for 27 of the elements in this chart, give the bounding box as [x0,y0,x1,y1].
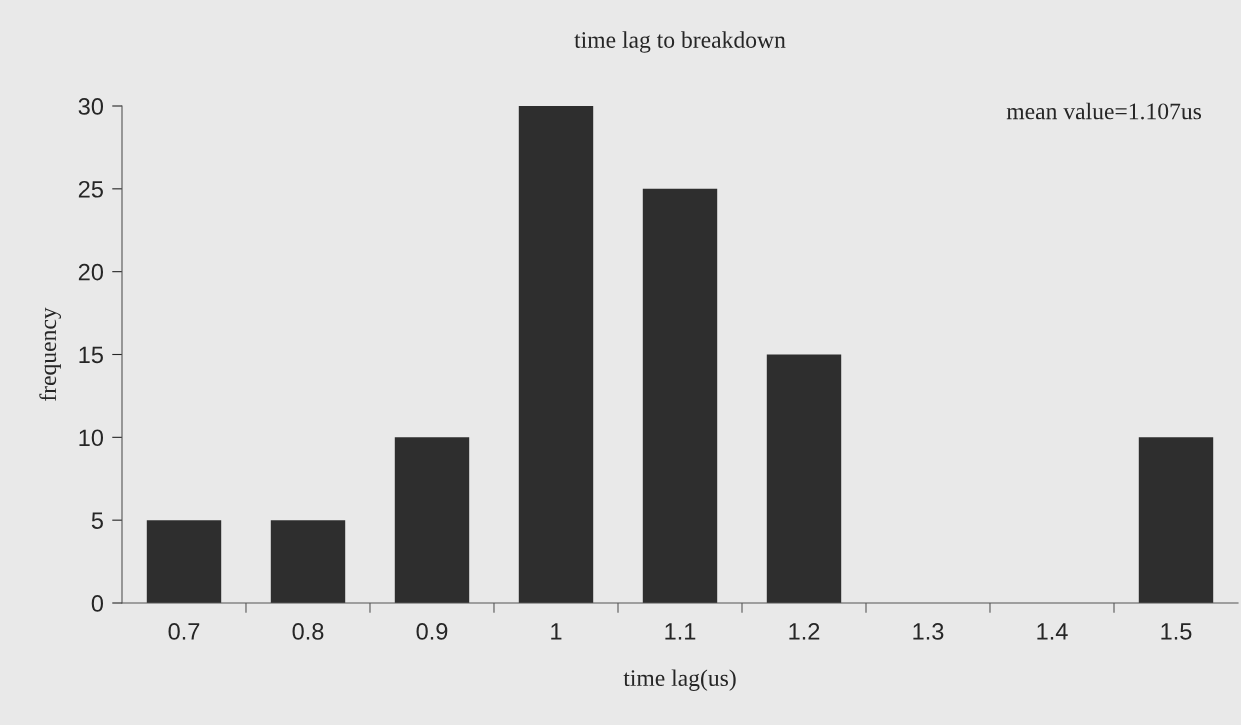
x-tick-label: 1.4 [1037,623,1068,640]
bar [642,188,718,603]
bar [1138,437,1214,603]
y-tick-label: 5 [91,512,103,529]
x-axis-title: time lag(us) [623,669,736,691]
x-tick-label: 1.3 [913,623,944,640]
y-tick-label: 10 [79,429,104,447]
y-tick-label: 15 [79,346,103,364]
x-tick-label: 0.7 [168,623,200,640]
x-tick-label: 0.8 [292,623,324,640]
y-tick-label: 20 [78,263,104,281]
bar [394,437,470,603]
y-tick-label: 30 [78,98,104,115]
bar [270,520,346,603]
y-tick-label: 0 [91,595,104,612]
y-tick-label: 25 [78,180,103,198]
x-tick-label: 1.1 [665,623,696,640]
bar [518,106,594,603]
bar [766,354,842,603]
chart-title: time lag to breakdown [574,31,786,53]
y-axis-title: frequency [39,307,62,401]
x-tick-label: 0.9 [416,623,448,640]
x-tick-label: 1.2 [789,623,820,640]
bar [146,520,222,603]
annotation: mean value=1.107us [1006,102,1202,120]
x-tick-label: 1.5 [1161,623,1192,640]
x-tick-label: 1 [551,623,562,640]
